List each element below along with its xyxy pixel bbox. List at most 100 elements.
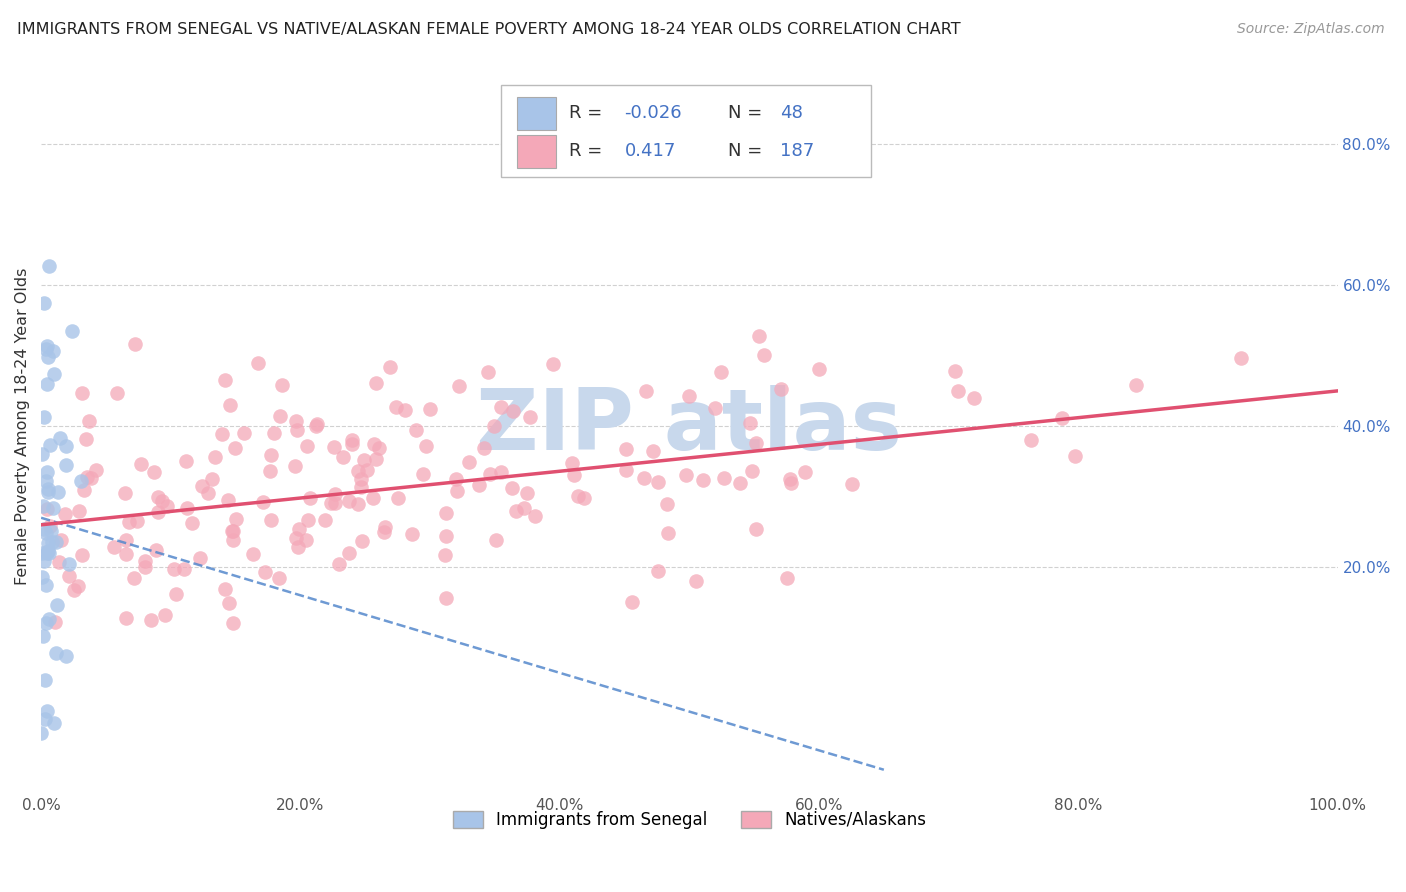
Point [222, 533, 245, 547]
Point [297, 513, 319, 527]
Point [124, 336, 146, 351]
Point [34, 615, 56, 630]
Point [37, 377, 59, 392]
Text: R =: R = [569, 142, 607, 161]
Point [174, 454, 197, 468]
Point [259, 465, 281, 479]
Point [63, 582, 86, 597]
Point [946, 384, 969, 398]
Point [337, 494, 360, 508]
Text: 48: 48 [780, 104, 803, 122]
Point [141, 613, 163, 627]
Point [562, 468, 585, 483]
Point [620, 595, 643, 609]
Point [779, 472, 801, 486]
Point [55, 458, 77, 473]
Point [458, 455, 481, 469]
Y-axis label: Female Poverty Among 18-24 Year Olds: Female Poverty Among 18-24 Year Olds [15, 268, 30, 585]
Point [287, 541, 309, 555]
Point [841, 476, 863, 491]
Point [380, 359, 402, 374]
Point [366, 452, 388, 467]
Point [118, 515, 141, 529]
Point [328, 557, 350, 571]
Point [434, 529, 457, 543]
Text: IMMIGRANTS FROM SENEGAL VS NATIVE/ALASKAN FEMALE POVERTY AMONG 18-24 YEAR OLDS C: IMMIGRANTS FROM SENEGAL VS NATIVE/ALASKA… [17, 22, 960, 37]
Point [225, 512, 247, 526]
Point [103, 540, 125, 554]
Point [347, 497, 370, 511]
Point [134, 559, 156, 574]
Point [44, 367, 66, 381]
Point [775, 571, 797, 585]
Point [38, 612, 60, 626]
Point [405, 423, 427, 437]
Point [323, 487, 346, 501]
Point [32, 499, 55, 513]
Point [146, 491, 169, 505]
Point [39, 518, 62, 533]
Point [44, 615, 66, 630]
Point [49, 431, 72, 445]
Point [299, 491, 322, 505]
Point [1021, 433, 1043, 447]
Point [305, 419, 328, 434]
FancyBboxPatch shape [517, 135, 555, 168]
Point [1230, 351, 1253, 365]
Point [75, 432, 97, 446]
Point [165, 587, 187, 601]
Point [323, 495, 346, 509]
Point [176, 500, 198, 515]
Point [434, 548, 457, 562]
Point [35, 474, 58, 488]
Point [643, 444, 665, 458]
Point [32, 554, 55, 568]
Point [37, 465, 59, 479]
Text: R =: R = [569, 104, 607, 122]
Text: N =: N = [728, 104, 768, 122]
Point [34, 712, 56, 726]
Point [134, 554, 156, 568]
Point [434, 591, 457, 605]
Point [44, 716, 66, 731]
Point [332, 450, 354, 464]
Point [519, 410, 541, 425]
Point [419, 401, 441, 416]
Point [37, 485, 59, 500]
Point [374, 520, 396, 534]
Point [197, 486, 219, 500]
Point [350, 480, 373, 494]
Point [710, 365, 733, 379]
Point [361, 491, 384, 506]
Point [572, 491, 595, 505]
Point [260, 448, 283, 462]
Point [42, 501, 65, 516]
Point [543, 358, 565, 372]
Point [127, 514, 149, 528]
Point [35, 501, 58, 516]
Point [69, 504, 91, 518]
Point [180, 516, 202, 530]
Point [34, 673, 56, 688]
Point [340, 436, 363, 450]
Point [35, 526, 58, 541]
Point [221, 524, 243, 538]
Point [58, 557, 80, 571]
Point [270, 377, 292, 392]
Point [647, 564, 669, 578]
Point [214, 373, 236, 387]
Point [745, 523, 768, 537]
Point [284, 531, 307, 545]
Point [284, 458, 307, 473]
Point [146, 505, 169, 519]
Point [561, 456, 583, 470]
Point [675, 468, 697, 483]
Point [647, 475, 669, 489]
Point [45, 599, 67, 613]
Point [745, 435, 768, 450]
Point [69, 474, 91, 488]
Point [48, 556, 70, 570]
Point [67, 579, 90, 593]
Point [73, 483, 96, 497]
Point [31, 570, 53, 584]
